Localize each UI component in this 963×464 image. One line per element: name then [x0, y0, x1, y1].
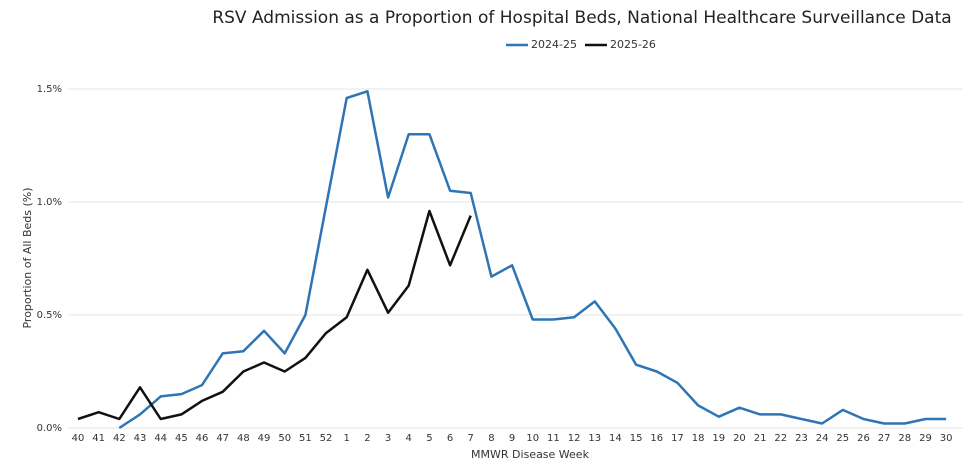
- x-tick-label: 13: [588, 433, 601, 444]
- x-tick-label: 8: [488, 433, 494, 444]
- x-tick-label: 43: [134, 433, 147, 444]
- x-tick-label: 42: [113, 433, 126, 444]
- x-tick-label: 9: [509, 433, 515, 444]
- x-tick-label: 22: [774, 433, 787, 444]
- legend-text: 2024-25: [531, 38, 577, 51]
- y-tick-label: 1.0%: [37, 197, 62, 208]
- x-tick-label: 29: [919, 433, 932, 444]
- x-tick-label: 46: [196, 433, 209, 444]
- x-tick-label: 17: [671, 433, 684, 444]
- x-tick-label: 41: [92, 433, 105, 444]
- x-tick-label: 50: [278, 433, 291, 444]
- x-tick-label: 7: [468, 433, 474, 444]
- x-tick-label: 44: [154, 433, 167, 444]
- x-axis-label: MMWR Disease Week: [471, 448, 590, 461]
- x-tick-label: 20: [733, 433, 746, 444]
- x-tick-label: 16: [650, 433, 663, 444]
- x-tick-label: 21: [754, 433, 767, 444]
- x-tick-label: 5: [426, 433, 432, 444]
- x-tick-label: 28: [898, 433, 911, 444]
- x-tick-label: 47: [216, 433, 229, 444]
- chart-title: RSV Admission as a Proportion of Hospita…: [212, 8, 951, 28]
- x-tick-label: 18: [692, 433, 705, 444]
- x-tick-label: 26: [857, 433, 870, 444]
- x-tick-label: 52: [320, 433, 333, 444]
- x-tick-label: 3: [385, 433, 391, 444]
- x-tick-label: 48: [237, 433, 250, 444]
- x-tick-label: 24: [816, 433, 829, 444]
- x-tick-label: 23: [795, 433, 808, 444]
- y-axis-label: Proportion of All Beds (%): [21, 187, 34, 328]
- x-tick-label: 10: [526, 433, 539, 444]
- x-tick-label: 19: [712, 433, 725, 444]
- x-tick-label: 1: [344, 433, 350, 444]
- series-line: [77, 209, 472, 421]
- x-tick-label: 4: [406, 433, 412, 444]
- y-tick-label: 0.0%: [37, 423, 62, 434]
- x-tick-label: 14: [609, 433, 622, 444]
- x-tick-label: 49: [258, 433, 271, 444]
- x-tick-label: 11: [547, 433, 560, 444]
- y-tick-label: 1.5%: [37, 84, 62, 95]
- series-line: [118, 90, 947, 430]
- x-tick-label: 15: [630, 433, 643, 444]
- x-tick-label: 12: [568, 433, 581, 444]
- legend-text: 2025-26: [610, 38, 656, 51]
- x-tick-label: 30: [940, 433, 953, 444]
- y-tick-label: 0.5%: [37, 310, 62, 321]
- x-tick-label: 27: [878, 433, 891, 444]
- x-tick-label: 45: [175, 433, 188, 444]
- x-tick-label: 51: [299, 433, 312, 444]
- x-tick-label: 2: [364, 433, 370, 444]
- x-tick-label: 40: [72, 433, 85, 444]
- x-tick-label: 6: [447, 433, 453, 444]
- x-tick-label: 25: [836, 433, 849, 444]
